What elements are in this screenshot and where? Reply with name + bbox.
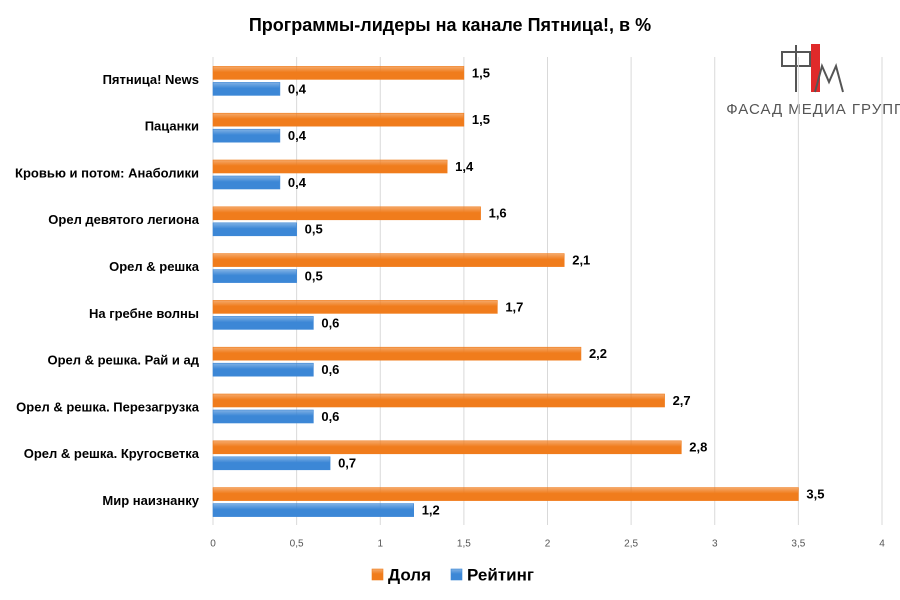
data-label: 2,1 <box>572 253 590 268</box>
y-tick-label: Пацанки <box>145 119 199 134</box>
data-label: 0,4 <box>288 175 307 190</box>
y-tick-label: Орел & решка. Кругосветка <box>24 446 200 461</box>
data-label: 2,8 <box>689 440 707 455</box>
data-label: 1,5 <box>472 65 490 80</box>
bar <box>212 253 565 267</box>
y-tick-label: Орел & решка. Перезагрузка <box>16 399 200 414</box>
data-label: 2,7 <box>673 393 691 408</box>
bar <box>212 316 314 330</box>
bar <box>212 300 498 314</box>
data-label: 2,2 <box>589 346 607 361</box>
y-tick-label: Пятница! News <box>103 72 199 87</box>
x-tick-label: 0 <box>210 539 216 550</box>
data-label: 0,4 <box>288 128 307 143</box>
bar <box>212 503 414 517</box>
chart-title: Программы-лидеры на канале Пятница!, в % <box>249 15 651 35</box>
x-tick-label: 1,5 <box>457 539 471 550</box>
data-label: 0,7 <box>338 456 356 471</box>
x-tick-label: 1 <box>377 539 383 550</box>
x-tick-label: 4 <box>879 539 885 550</box>
bar <box>212 393 665 408</box>
bar <box>212 222 297 237</box>
bar <box>212 206 481 221</box>
legend-label: Доля <box>388 565 431 584</box>
bar <box>212 487 799 501</box>
data-label: 1,5 <box>472 112 490 127</box>
data-label: 1,2 <box>422 503 440 518</box>
y-tick-label: На гребне волны <box>89 306 199 321</box>
bar <box>212 269 297 283</box>
x-tick-label: 3,5 <box>791 539 805 550</box>
bar <box>212 362 314 377</box>
data-label: 0,6 <box>321 315 339 330</box>
bar <box>212 346 582 361</box>
bar <box>212 456 331 471</box>
y-tick-label: Мир наизнанку <box>102 493 199 508</box>
data-label: 1,6 <box>489 206 507 221</box>
data-label: 0,5 <box>305 269 323 284</box>
logo: ФАСАД МЕДИА ГРУПП <box>726 44 900 118</box>
data-label: 1,7 <box>505 299 523 314</box>
bar <box>212 82 281 96</box>
y-tick-label: Орел & решка. Рай и ад <box>47 353 199 368</box>
bar <box>212 128 281 143</box>
data-label: 1,4 <box>455 159 474 174</box>
legend-swatch <box>450 568 463 581</box>
bar <box>212 175 281 190</box>
x-tick-label: 3 <box>712 539 718 550</box>
y-tick-label: Орел девятого легиона <box>48 212 199 227</box>
logo-m <box>814 62 844 93</box>
y-tick-label: Кровью и потом: Анаболики <box>15 165 199 180</box>
legend-swatch <box>371 568 384 581</box>
bar <box>212 440 682 455</box>
x-tick-label: 0,5 <box>290 539 304 550</box>
x-tick-label: 2 <box>545 539 551 550</box>
legend-label: Рейтинг <box>467 565 534 584</box>
logo-bar <box>811 44 820 92</box>
data-label: 0,6 <box>321 362 339 377</box>
data-label: 0,6 <box>321 409 339 424</box>
bar <box>212 112 465 127</box>
data-label: 3,5 <box>806 487 824 502</box>
logo-text: ФАСАД МЕДИА ГРУПП <box>726 101 900 118</box>
bar <box>212 66 465 80</box>
bar <box>212 159 448 174</box>
y-tick-label: Орел & решка <box>109 259 200 274</box>
bar <box>212 409 314 424</box>
x-tick-label: 2,5 <box>624 539 638 550</box>
data-label: 0,5 <box>305 222 323 237</box>
data-label: 0,4 <box>288 81 307 96</box>
